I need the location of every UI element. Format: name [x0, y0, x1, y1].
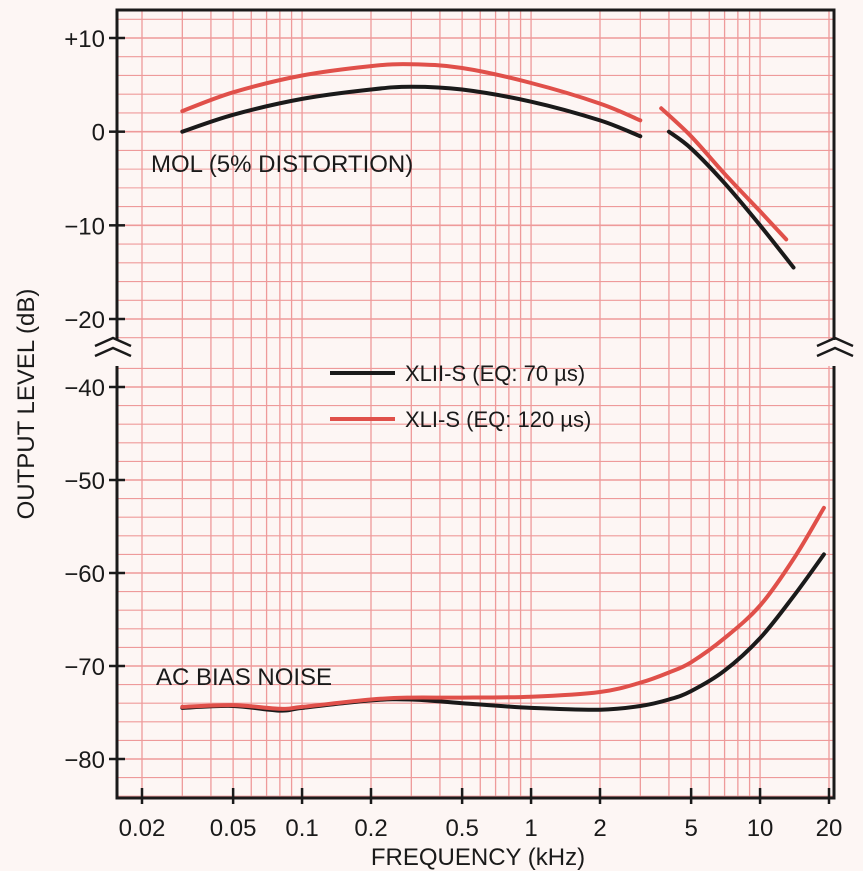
y-axis-title: OUTPUT LEVEL (dB): [13, 289, 40, 520]
axis-break-gap-right: [825, 340, 843, 366]
series-line-xli-mol-1: [180, 62, 643, 123]
x-tick-label: 0.02: [119, 815, 166, 842]
x-tick-label: 2: [593, 815, 606, 842]
series-line-xli-noise: [180, 505, 826, 711]
x-tick-label: 5: [684, 815, 697, 842]
y-tick-label: −50: [64, 468, 105, 495]
x-tick-label: 0.1: [285, 815, 318, 842]
x-tick-label: 0.05: [210, 815, 257, 842]
series-line-xlii-mol-1: [180, 84, 643, 139]
series-line-xlii-mol-2: [666, 129, 796, 270]
y-tick-label: −80: [64, 747, 105, 774]
y-tick-label: −40: [64, 375, 105, 402]
y-tick-label: −10: [64, 213, 105, 240]
y-tick-label: −60: [64, 561, 105, 588]
y-tick-label: 0: [92, 120, 105, 147]
x-tick-label: 0.5: [445, 815, 478, 842]
noise-annotation: AC BIAS NOISE: [156, 664, 332, 691]
axis-break-mark-right: [816, 346, 854, 358]
x-axis-title: FREQUENCY (kHz): [371, 844, 585, 871]
legend-label-xli: XLI-S (EQ: 120 µs): [405, 407, 591, 432]
axis-break-mark-left: [94, 336, 132, 348]
legend-label-xlii: XLII-S (EQ: 70 µs): [405, 361, 585, 386]
grid: [117, 10, 834, 798]
x-tick-label: 20: [816, 815, 843, 842]
axis-break-gap-left: [108, 340, 126, 366]
plot-frame: [115, 8, 836, 800]
axis-break: [94, 336, 854, 366]
x-tick-label: 0.2: [354, 815, 387, 842]
axis-break-mark-left: [94, 346, 132, 358]
legend: XLII-S (EQ: 70 µs) XLI-S (EQ: 120 µs): [330, 361, 591, 432]
y-tick-label: −70: [64, 654, 105, 681]
x-axis-ticks: 0.02 0.05 0.1 0.2 0.5 1 2 5 10 20: [119, 788, 843, 842]
y-tick-label: −20: [64, 307, 105, 334]
y-tick-label: +10: [64, 26, 105, 53]
mol-annotation: MOL (5% DISTORTION): [151, 151, 413, 178]
series-lines: [180, 62, 826, 713]
x-tick-label: 10: [747, 815, 774, 842]
y-axis-ticks: +10 0 −10 −20 −40 −50 −60 −70 −80: [64, 26, 125, 774]
x-tick-label: 1: [524, 815, 537, 842]
axis-break-mark-right: [816, 336, 854, 348]
series-line-xli-mol-2: [659, 106, 789, 242]
